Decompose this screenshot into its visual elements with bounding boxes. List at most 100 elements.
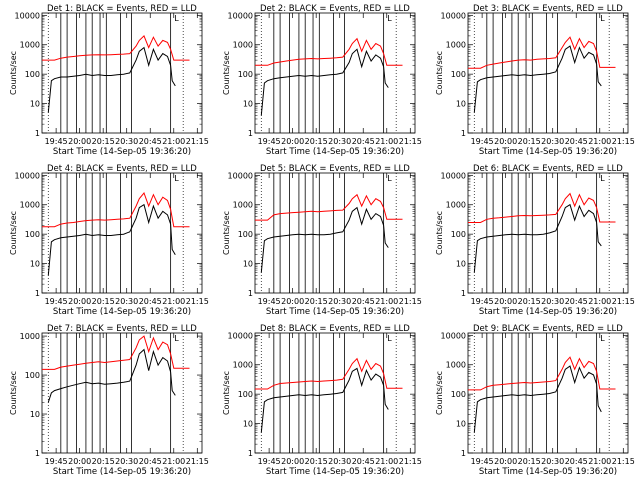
- y-tick-label: 10000: [228, 331, 253, 340]
- plot-frame: [467, 332, 629, 454]
- y-tick-label: 10: [243, 420, 253, 429]
- x-axis-label: Start Time (14-Sep-05 19:36:20): [266, 147, 404, 157]
- panel-title: Det 4: BLACK = Events, RED = LLD: [47, 164, 197, 174]
- events-series-line: [473, 203, 602, 273]
- y-axis-label: Counts/sec: [9, 51, 18, 95]
- x-tick-label: 21:15: [399, 297, 422, 306]
- events-series-line: [473, 365, 602, 433]
- x-tick-label: 21:00: [162, 137, 185, 146]
- lld-marker-label: L: [600, 174, 605, 183]
- y-tick-label: 10: [456, 260, 466, 269]
- lld-series-line: [42, 35, 190, 61]
- y-tick-label: 1000: [446, 361, 466, 370]
- y-axis-label: Counts/sec: [9, 211, 18, 255]
- x-tick-label: 20:15: [518, 137, 541, 146]
- y-tick-label: 10000: [15, 171, 40, 180]
- y-axis-label: Counts/sec: [222, 371, 231, 415]
- y-tick-label: 10: [243, 260, 253, 269]
- detector-panel-9: L 1 10 100 1000 10000 19:45 20:00 20:15 20:30 20:4…: [435, 324, 635, 477]
- y-tick-label: 1: [35, 289, 40, 298]
- events-series-line: [473, 45, 602, 113]
- y-axis-label: Counts/sec: [435, 371, 444, 415]
- events-series-line: [47, 46, 176, 113]
- plot-frame: [41, 332, 203, 454]
- y-tick-label: 1: [461, 289, 466, 298]
- x-tick-label: 20:15: [92, 137, 115, 146]
- y-tick-label: 1: [35, 449, 40, 458]
- y-tick-label: 1000: [233, 201, 253, 210]
- detector-panel-3: L 1 10 100 1000 10000 19:45 20:00 20:15 20:30 20:4…: [435, 4, 635, 157]
- x-axis-label: Start Time (14-Sep-05 19:36:20): [53, 467, 191, 477]
- detector-panel-7: L 1 10 100 1000 19:45 20:00 20:15 20:30 20:45 21:0…: [9, 324, 209, 477]
- lld-marker-label: L: [387, 334, 392, 343]
- x-tick-label: 21:00: [375, 137, 398, 146]
- panel-title: Det 6: BLACK = Events, RED = LLD: [473, 164, 623, 174]
- x-tick-label: 21:15: [186, 137, 209, 146]
- y-axis-label: Counts/sec: [222, 51, 231, 95]
- lld-marker-label: L: [174, 334, 179, 343]
- panel-title: Det 3: BLACK = Events, RED = LLD: [473, 4, 623, 14]
- y-tick-label: 10000: [441, 171, 466, 180]
- plot-frame: [467, 12, 629, 134]
- y-axis-label: Counts/sec: [222, 211, 231, 255]
- panel-title: Det 1: BLACK = Events, RED = LLD: [47, 4, 197, 14]
- x-tick-label: 20:30: [541, 137, 564, 146]
- x-tick-label: 21:15: [399, 457, 422, 466]
- events-series-line: [260, 367, 389, 433]
- lld-marker-label: L: [600, 14, 605, 23]
- lld-series-line: [42, 192, 190, 228]
- y-tick-label: 10: [30, 410, 40, 419]
- x-tick-label: 20:30: [541, 457, 564, 466]
- x-tick-label: 20:00: [68, 297, 91, 306]
- x-axis-label: Start Time (14-Sep-05 19:36:20): [53, 307, 191, 317]
- lld-series-line: [255, 37, 403, 66]
- x-axis-label: Start Time (14-Sep-05 19:36:20): [479, 307, 617, 317]
- plot-frame: [254, 332, 416, 454]
- x-tick-label: 20:30: [328, 297, 351, 306]
- x-axis-label: Start Time (14-Sep-05 19:36:20): [479, 147, 617, 157]
- lld-marker-label: L: [387, 14, 392, 23]
- x-tick-label: 20:00: [68, 137, 91, 146]
- y-tick-label: 1: [248, 289, 253, 298]
- x-tick-label: 20:30: [328, 457, 351, 466]
- y-tick-label: 1000: [446, 201, 466, 210]
- y-tick-label: 10: [243, 100, 253, 109]
- x-tick-label: 20:15: [92, 457, 115, 466]
- y-tick-label: 100: [238, 70, 253, 79]
- x-axis-label: Start Time (14-Sep-05 19:36:20): [266, 467, 404, 477]
- panel-title: Det 7: BLACK = Events, RED = LLD: [47, 324, 197, 334]
- y-tick-label: 1: [248, 129, 253, 138]
- x-axis-label: Start Time (14-Sep-05 19:36:20): [266, 307, 404, 317]
- x-tick-label: 20:00: [68, 457, 91, 466]
- x-tick-label: 20:15: [305, 137, 328, 146]
- x-tick-label: 20:30: [115, 137, 138, 146]
- x-tick-label: 21:00: [588, 137, 611, 146]
- x-tick-label: 19:45: [258, 457, 281, 466]
- x-tick-label: 20:45: [565, 137, 588, 146]
- x-tick-label: 20:30: [115, 297, 138, 306]
- x-tick-label: 19:45: [471, 297, 494, 306]
- x-tick-label: 20:15: [518, 297, 541, 306]
- plot-frame: [467, 172, 629, 294]
- lld-series-line: [468, 356, 616, 391]
- x-tick-label: 19:45: [471, 137, 494, 146]
- x-tick-label: 20:00: [494, 297, 517, 306]
- events-series-line: [260, 206, 389, 273]
- y-tick-label: 1000: [446, 41, 466, 50]
- y-tick-label: 1000: [233, 41, 253, 50]
- detector-panel-4: L 1 10 100 1000 10000 19:45 20:00 20:15 20:30 20:4…: [9, 164, 209, 317]
- x-axis-label: Start Time (14-Sep-05 19:36:20): [479, 467, 617, 477]
- y-tick-label: 10: [456, 100, 466, 109]
- x-tick-label: 20:00: [281, 137, 304, 146]
- y-tick-label: 1000: [233, 361, 253, 370]
- y-tick-label: 1: [461, 129, 466, 138]
- lld-marker-label: L: [174, 14, 179, 23]
- x-axis-label: Start Time (14-Sep-05 19:36:20): [53, 147, 191, 157]
- detector-panel-1: L 1 10 100 1000 10000 19:45 20:00 20:15 20:30 20:4…: [9, 4, 209, 157]
- plot-frame: [41, 12, 203, 134]
- y-tick-label: 100: [25, 371, 40, 380]
- y-tick-label: 100: [238, 230, 253, 239]
- y-tick-label: 1: [248, 449, 253, 458]
- plot-frame: [254, 12, 416, 134]
